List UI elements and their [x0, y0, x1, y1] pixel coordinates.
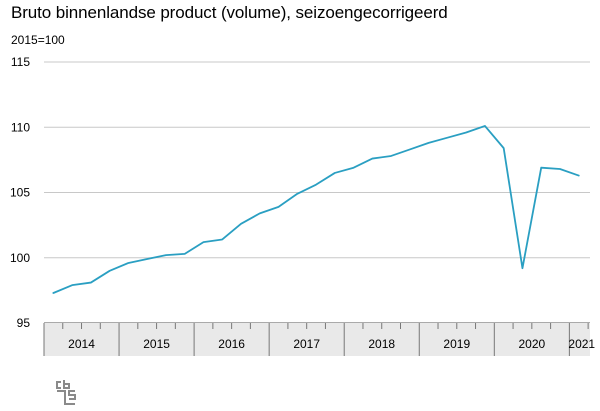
x-tick-label: 2017 — [293, 337, 320, 351]
y-tick-label: 110 — [11, 120, 30, 134]
y-axis: 95 100 105 110 115 — [10, 55, 30, 330]
x-tick-label: 2015 — [143, 337, 170, 351]
logo-frame-icon — [57, 390, 75, 405]
x-tick-label: 2014 — [68, 337, 95, 351]
x-tick-label: 2020 — [518, 337, 545, 351]
x-tick-label: 2018 — [368, 337, 395, 351]
logo-s-icon — [68, 390, 76, 400]
logo-c-icon — [56, 381, 61, 389]
series-line — [52, 125, 580, 294]
chart-title: Bruto binnenlandse product (volume), sei… — [11, 3, 448, 22]
x-tick-label: 2021 — [568, 337, 595, 351]
grid-layer — [44, 61, 590, 324]
y-tick-label: 105 — [10, 186, 30, 200]
x-axis-band — [44, 323, 590, 356]
cbs-logo-icon — [55, 380, 77, 406]
y-tick-label: 95 — [17, 316, 31, 330]
y-tick-label: 115 — [11, 55, 30, 69]
x-tick-label: 2016 — [218, 337, 245, 351]
unit-label: 2015=100 — [11, 33, 65, 47]
y-tick-label: 100 — [10, 251, 30, 265]
x-tick-label: 2019 — [443, 337, 470, 351]
logo-b-icon — [63, 380, 70, 389]
x-axis: 2014 2015 2016 2017 2018 2019 2020 2021 — [43, 323, 595, 356]
series-layer — [52, 125, 580, 294]
